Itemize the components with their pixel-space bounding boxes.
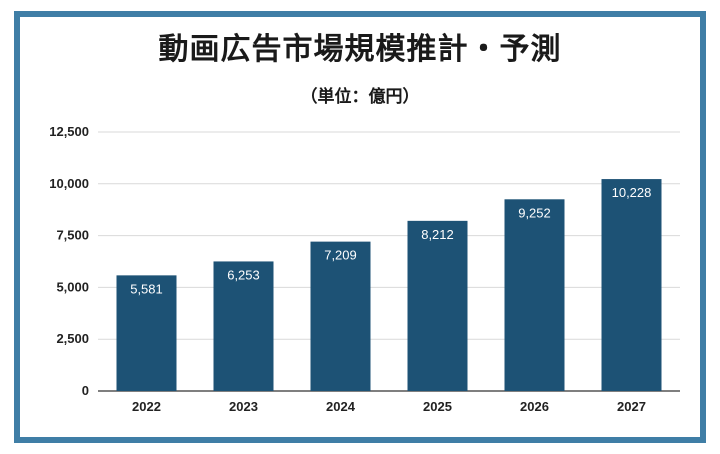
- bar: [213, 261, 274, 391]
- bar-value-label: 10,228: [612, 185, 652, 200]
- y-tick-label: 2,500: [56, 331, 89, 346]
- x-axis-tick-labels: 2022 2023 2024 2025 2026 2027: [132, 399, 646, 414]
- bar-value-label: 8,212: [421, 227, 454, 242]
- x-tick-label: 2027: [617, 399, 646, 414]
- y-tick-label: 10,000: [49, 176, 89, 191]
- x-tick-label: 2026: [520, 399, 549, 414]
- x-tick-label: 2025: [423, 399, 452, 414]
- bar: [407, 220, 468, 391]
- chart-subtitle: （単位：億円）: [300, 87, 420, 107]
- x-tick-label: 2022: [132, 399, 161, 414]
- y-tick-label: 0: [82, 383, 89, 398]
- bar-value-label: 9,252: [518, 205, 551, 220]
- y-axis-tick-labels: 0 2,500 5,000 7,500 10,000 12,500: [49, 124, 89, 398]
- y-tick-label: 7,500: [56, 228, 89, 243]
- bars: 5,581 6,253 7,209 8,212 9,252 10,228: [116, 179, 662, 391]
- bar-value-label: 5,581: [130, 281, 163, 296]
- y-tick-label: 12,500: [49, 124, 89, 139]
- x-tick-label: 2023: [229, 399, 258, 414]
- gridlines: [98, 131, 680, 392]
- chart-title: 動画広告市場規模推計・予測: [158, 32, 562, 67]
- y-tick-label: 5,000: [56, 279, 89, 294]
- bar: [601, 179, 662, 391]
- x-tick-label: 2024: [326, 399, 356, 414]
- bar-value-label: 7,209: [324, 248, 357, 263]
- bar: [310, 241, 371, 391]
- bar-value-label: 6,253: [227, 267, 260, 282]
- bar: [116, 275, 177, 391]
- bar: [504, 199, 565, 391]
